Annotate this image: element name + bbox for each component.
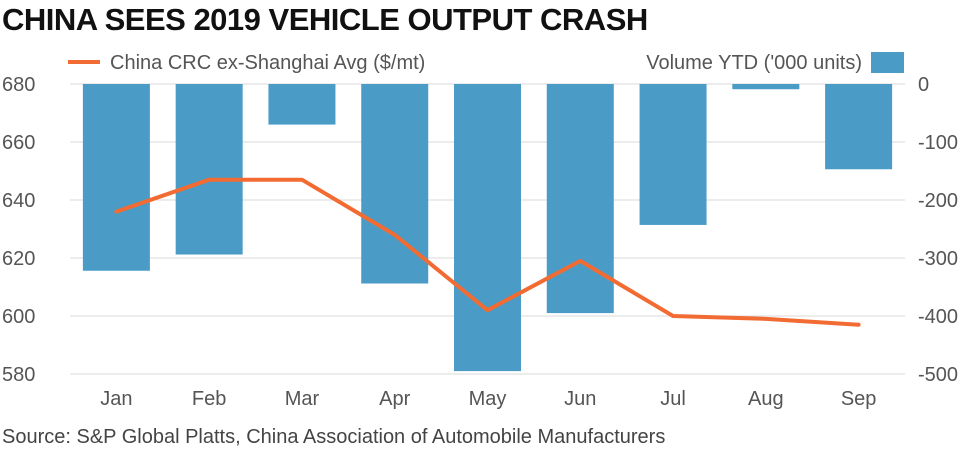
bar-may <box>454 84 521 372</box>
right-tick-label: -300 <box>918 248 958 270</box>
legend-bar-swatch <box>871 52 904 73</box>
left-tick-label: 580 <box>2 364 35 386</box>
x-axis-ticks: Jan Feb Mar Apr May Jun Jul Aug Sep <box>100 388 876 410</box>
source-note: Source: S&P Global Platts, China Associa… <box>2 426 666 448</box>
left-tick-label: 680 <box>2 74 35 96</box>
bar-mar <box>268 84 336 125</box>
legend-line-label: China CRC ex-Shanghai Avg ($/mt) <box>110 52 425 74</box>
x-tick-label: May <box>469 388 507 410</box>
x-tick-label: Aug <box>748 388 784 410</box>
legend: China CRC ex-Shanghai Avg ($/mt) Volume … <box>68 52 904 74</box>
left-tick-label: 640 <box>2 190 35 212</box>
bar-feb <box>175 84 243 255</box>
bar-jun <box>546 84 614 314</box>
left-tick-label: 620 <box>2 248 35 270</box>
x-tick-label: Feb <box>192 388 226 410</box>
x-tick-label: Jul <box>660 388 686 410</box>
left-tick-label: 660 <box>2 132 35 154</box>
x-tick-label: Sep <box>841 388 877 410</box>
right-tick-label: 0 <box>918 74 929 96</box>
x-tick-label: Jun <box>564 388 596 410</box>
bar-jul <box>639 84 707 225</box>
right-tick-label: -400 <box>918 306 958 328</box>
legend-bar-label: Volume YTD ('000 units) <box>646 52 862 74</box>
x-tick-label: Apr <box>379 388 410 410</box>
right-axis-ticks: 0 -100 -200 -300 -400 -500 <box>918 74 958 386</box>
price-line <box>114 177 861 327</box>
left-tick-label: 600 <box>2 306 35 328</box>
bar-sep <box>825 84 893 170</box>
right-tick-label: -100 <box>918 132 958 154</box>
x-tick-label: Mar <box>285 388 320 410</box>
right-tick-label: -200 <box>918 190 958 212</box>
right-tick-label: -500 <box>918 364 958 386</box>
bar-apr <box>361 84 429 284</box>
bars <box>82 84 893 372</box>
bar-jan <box>82 84 150 271</box>
left-axis-ticks: 680 660 640 620 600 580 <box>2 74 35 386</box>
chart-title: CHINA SEES 2019 VEHICLE OUTPUT CRASH <box>2 2 648 37</box>
bar-aug <box>732 84 800 90</box>
x-tick-label: Jan <box>100 388 132 410</box>
